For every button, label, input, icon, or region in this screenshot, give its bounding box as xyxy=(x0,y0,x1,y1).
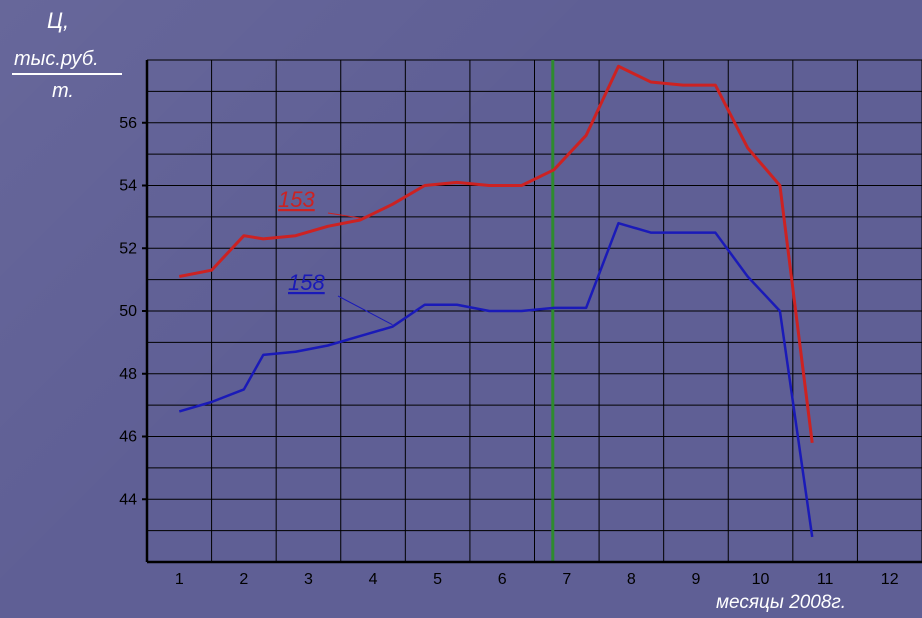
y-tick-label: 50 xyxy=(119,303,137,320)
y-tick-label: 44 xyxy=(119,491,137,508)
x-tick-label: 5 xyxy=(433,571,442,588)
x-axis-label: месяцы 2008г. xyxy=(716,592,847,613)
series-label-158: 158 xyxy=(288,270,325,295)
x-tick-label: 2 xyxy=(239,571,248,588)
x-tick-label: 4 xyxy=(369,571,378,588)
y-tick-label: 54 xyxy=(119,178,137,195)
series-leader-153 xyxy=(327,212,361,219)
x-tick-label: 8 xyxy=(627,571,636,588)
x-tick-label: 9 xyxy=(692,571,701,588)
x-tick-label: 3 xyxy=(304,571,313,588)
x-tick-label: 6 xyxy=(498,571,507,588)
y-axis-label-divider xyxy=(12,73,122,75)
y-axis-label-line2: тыс.руб. xyxy=(14,48,99,70)
series-group: 153 158 xyxy=(178,64,814,538)
x-tick-label: 7 xyxy=(562,571,571,588)
y-axis-label-line3: т. xyxy=(52,80,74,102)
y-tick-label: 56 xyxy=(119,115,137,132)
x-tick-label: 10 xyxy=(752,571,770,588)
y-tick-label: 46 xyxy=(119,429,137,446)
series-label-153: 153 xyxy=(278,187,315,212)
x-tick-label: 11 xyxy=(817,571,834,588)
y-axis-label-line1: Ц, xyxy=(47,8,70,33)
x-tick-label: 12 xyxy=(881,571,899,588)
y-tick-label: 48 xyxy=(119,366,137,383)
series-line-158 xyxy=(178,221,814,538)
series-line-153 xyxy=(179,64,814,443)
y-tick-label: 52 xyxy=(119,240,137,257)
series-leader-158 xyxy=(337,295,393,326)
axes xyxy=(142,60,922,564)
x-tick-label: 1 xyxy=(175,571,184,588)
